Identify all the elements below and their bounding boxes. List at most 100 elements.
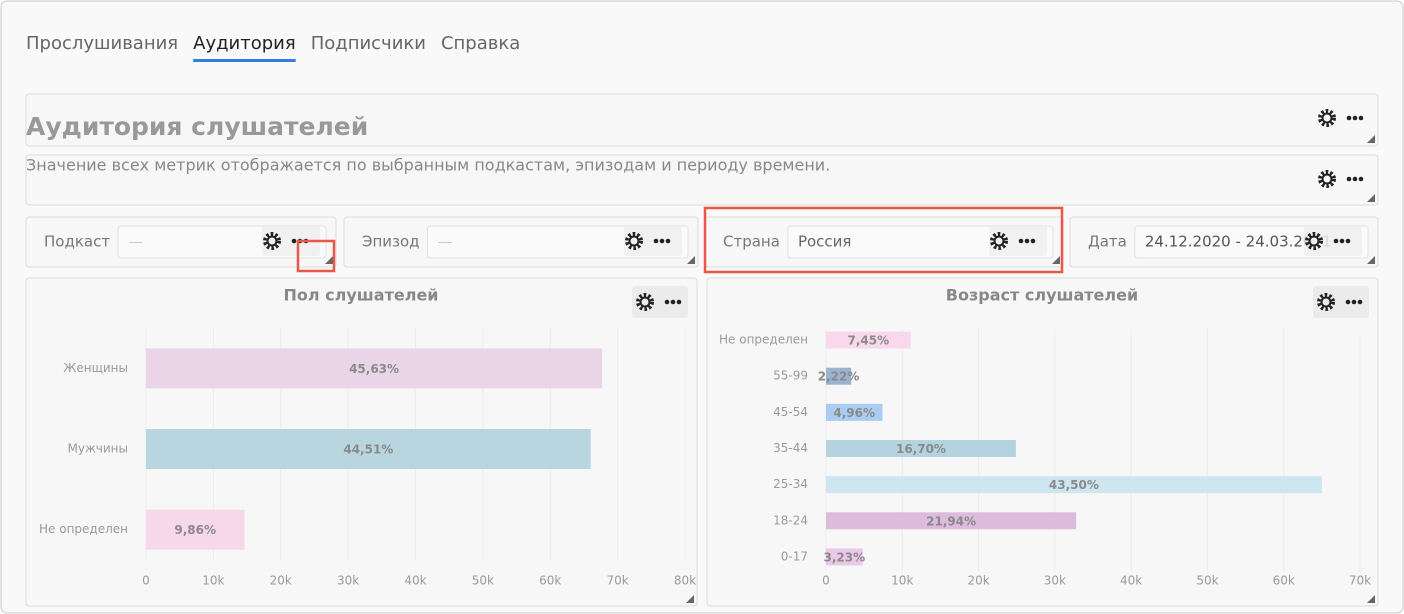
menu-dot[interactable] [1345,299,1351,305]
share-label: 44,51% [343,443,393,457]
bar [826,548,863,566]
settings-icon[interactable] [1318,170,1336,188]
share-label: 7,45% [848,334,890,348]
share-label: 16,70% [896,442,946,456]
share-label: 4,96% [833,406,875,420]
settings-icon[interactable] [1318,109,1336,127]
tab-underline [193,59,296,62]
filter-value: 24.12.2020 - 24.03.2021 [1145,233,1332,251]
menu-dot[interactable] [1352,115,1358,121]
filter-input[interactable] [787,225,1054,259]
menu-dot[interactable] [670,299,676,305]
filter-label: Страна [723,233,780,251]
bar [826,331,911,349]
dashboard-title: Аудитория слушателей [26,112,368,141]
settings-icon[interactable] [263,232,281,250]
tab[interactable]: Прослушивания [26,33,178,54]
menu-dot[interactable] [1018,238,1024,244]
bar [146,429,591,469]
resize-handle [1052,256,1060,264]
control-bg [624,226,682,256]
x-tick-label: 30k [337,574,359,588]
share-label: 21,94% [926,514,976,528]
resize-handle [1367,194,1375,202]
menu-dot[interactable] [1358,176,1364,182]
category-label: 0-17 [781,549,808,563]
highlight [296,239,336,273]
menu-dot[interactable] [1339,238,1345,244]
category-label: Не определен [719,333,808,347]
settings-icon[interactable] [990,232,1008,250]
bar [826,440,1016,457]
description: Значение всех метрик отображается по выб… [26,156,830,175]
menu-dot[interactable] [1024,238,1030,244]
control-bg [989,226,1047,256]
chart-title: Возраст слушателей [946,286,1138,305]
category-label: 18-24 [773,513,808,527]
menu-dot[interactable] [1333,238,1339,244]
tab[interactable]: Аудитория [193,33,296,54]
share-label: 9,86% [174,523,216,537]
description-widget [25,154,1379,206]
filter-value: Россия [798,233,852,251]
menu-dot[interactable] [1346,115,1352,121]
tab[interactable]: Подписчики [311,33,426,54]
category-label: 45-54 [773,405,808,419]
menu-dot[interactable] [1352,176,1358,182]
highlight [703,206,1064,274]
bar [146,348,603,389]
x-tick-label: 40k [404,574,426,588]
bar [146,509,245,550]
category-label: 35-44 [773,441,808,455]
resize-handle [325,256,333,264]
x-tick-label: 60k [539,574,561,588]
menu-dot[interactable] [1351,299,1357,305]
filter-input[interactable] [427,225,689,259]
x-tick-label: 70k [607,574,629,588]
settings-icon[interactable] [1305,232,1323,250]
filter-label: Подкаст [44,233,110,251]
title-widget [25,93,1379,147]
category-label: Мужчины [68,442,128,456]
settings-icon-hub [993,235,1005,247]
menu-dot[interactable] [291,238,297,244]
bar [826,476,1322,494]
x-tick-label: 50k [1196,574,1218,588]
resize-handle [1367,256,1375,264]
share-label: 43,50% [1049,478,1099,492]
x-tick-label: 70k [1349,574,1371,588]
filter-value: — [438,233,453,251]
menu-dot[interactable] [664,299,670,305]
settings-icon-hub [266,235,278,247]
settings-icon-hub [639,296,651,308]
chart-title: Пол слушателей [284,286,439,305]
x-tick-label: 60k [1273,574,1295,588]
settings-icon-hub [1321,112,1333,124]
settings-icon-hub [1308,235,1320,247]
x-tick-label: 20k [270,574,292,588]
menu-dot[interactable] [1346,176,1352,182]
control-bg [1304,226,1362,256]
category-label: 25-34 [773,477,808,491]
settings-icon[interactable] [636,293,654,311]
share-label: 45,63% [349,362,399,376]
menu-dot[interactable] [665,238,671,244]
settings-icon[interactable] [625,232,643,250]
menu-dot[interactable] [659,238,665,244]
resize-handle [1367,595,1375,603]
bar [826,512,1077,530]
settings-icon[interactable] [1317,293,1335,311]
menu-dot[interactable] [1358,115,1364,121]
settings-icon-hub [1320,296,1332,308]
x-tick-label: 0 [822,574,830,588]
menu-dot[interactable] [1030,238,1036,244]
x-tick-label: 10k [891,574,913,588]
share-label: 3,23% [823,550,865,564]
menu-dot[interactable] [676,299,682,305]
menu-dot[interactable] [1345,238,1351,244]
menu-dot[interactable] [1357,299,1363,305]
settings-icon-hub [628,235,640,247]
menu-dot[interactable] [653,238,659,244]
tab[interactable]: Справка [441,33,520,54]
